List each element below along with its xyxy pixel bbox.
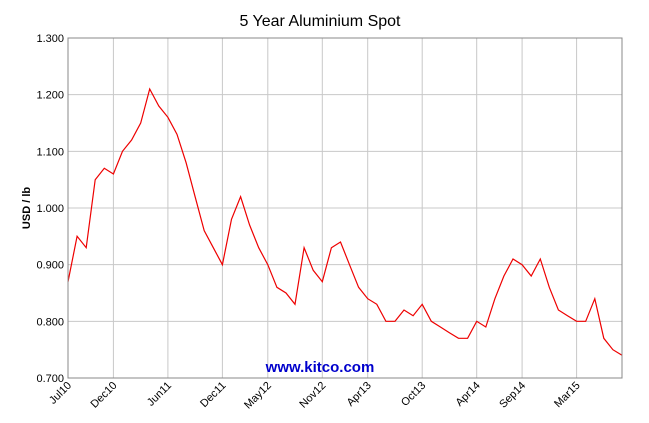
watermark: www.kitco.com bbox=[265, 359, 375, 376]
chart-title: 5 Year Aluminium Spot bbox=[240, 13, 402, 30]
y-tick-label: 1.200 bbox=[36, 90, 64, 102]
y-tick-label: 0.900 bbox=[36, 260, 64, 272]
y-tick-label: 0.700 bbox=[36, 373, 64, 385]
y-axis-label: USD / lb bbox=[21, 187, 33, 229]
y-tick-label: 1.100 bbox=[36, 146, 64, 158]
plot-border bbox=[67, 37, 623, 379]
data-line bbox=[67, 87, 623, 356]
y-tick-label: 0.800 bbox=[36, 316, 64, 328]
y-tick-label: 1.000 bbox=[36, 203, 64, 215]
y-tick-label: 1.300 bbox=[36, 33, 64, 45]
